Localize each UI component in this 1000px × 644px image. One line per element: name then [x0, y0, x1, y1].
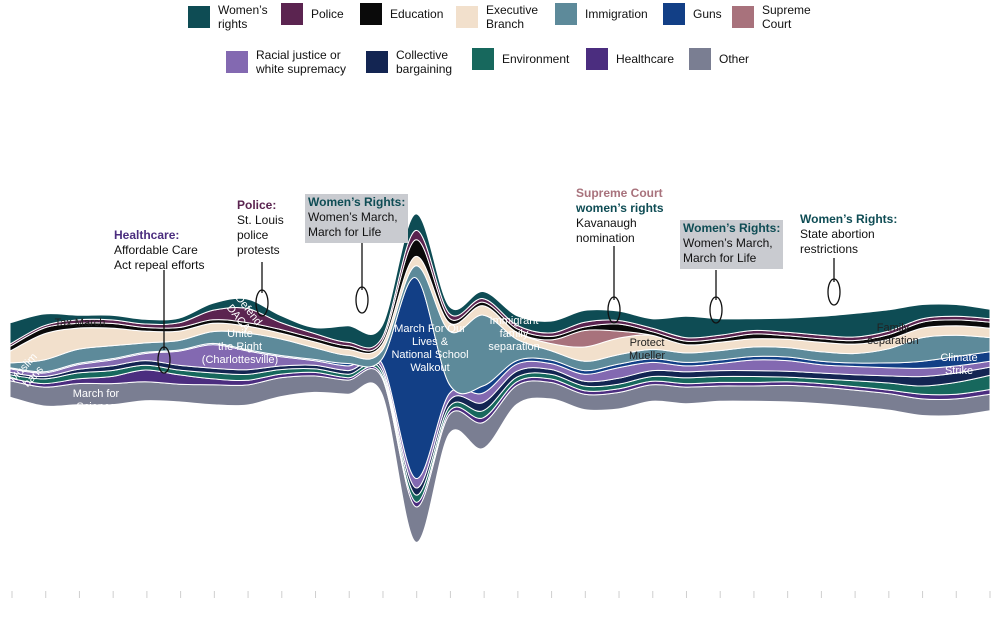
legend: Women’s rights Police Education Executive B…: [0, 0, 1000, 90]
stream-label-protect-mueller: Protect Mueller: [629, 337, 665, 362]
x-axis-ticks: [11, 591, 991, 598]
legend-label: Supreme Court: [762, 3, 811, 31]
legend-item: Immigration: [555, 3, 648, 25]
legend-label: Collective bargaining: [396, 48, 453, 76]
legend-item: Other: [689, 48, 749, 70]
legend-item: Healthcare: [586, 48, 674, 70]
legend-label: Education: [390, 7, 444, 21]
stream-label-womens-march: Women’s March: [12, 291, 58, 316]
stream-label-unite-right: Unite the Right (Charlottesville): [202, 328, 278, 366]
annotation-womens-rights-1-title: Women’s Rights:: [308, 195, 406, 209]
annotation-healthcare-body: Affordable Care Act repeal efforts: [114, 243, 205, 272]
annotation-pointer-circle: [157, 346, 171, 374]
annotation-pointer-circle: [355, 286, 369, 314]
legend-item: Police: [281, 3, 344, 25]
legend-label: Immigration: [585, 7, 648, 21]
legend-label: Guns: [693, 7, 722, 21]
legend-swatch: [360, 3, 382, 25]
annotation-supreme-court: Supreme Court women’s rights Kavanaugh n…: [576, 186, 664, 246]
legend-item: Environment: [472, 48, 569, 70]
stream-label-family-sep: Family separation: [867, 322, 918, 347]
legend-label: Healthcare: [616, 52, 675, 66]
annotation-police-body: St. Louis police protests: [237, 213, 284, 257]
annotation-supreme-court-body: Kavanaugh nomination: [576, 216, 637, 245]
legend-swatch: [281, 3, 303, 25]
legend-item: Racial justice or white supremacy: [226, 48, 346, 76]
annotation-pointer-circle: [709, 296, 723, 324]
stream-label-march-lives: March For Our Lives & National School Walko…: [391, 323, 468, 374]
legend-label: Environment: [502, 52, 570, 66]
annotation-police-title: Police:: [237, 198, 277, 212]
annotation-womens-rights-2: Women’s Rights: Women’s March, March for…: [680, 220, 784, 269]
legend-swatch: [472, 48, 494, 70]
legend-item: Education: [360, 3, 443, 25]
legend-swatch: [689, 48, 711, 70]
annotation-womens-rights-2-title: Women’s Rights:: [683, 221, 781, 235]
annotation-supreme-court-title: Supreme Court: [576, 186, 663, 200]
annotation-womens-rights-3-title: Women’s Rights:: [800, 212, 898, 226]
legend-item: Executive Branch: [456, 3, 538, 31]
annotation-healthcare-title: Healthcare:: [114, 228, 180, 242]
annotation-pointer-circle: [255, 289, 269, 317]
legend-item: Women’s rights: [188, 3, 268, 31]
annotation-pointer-circle: [607, 296, 621, 324]
legend-label: Executive Branch: [486, 3, 539, 31]
stream-layers: [9, 213, 991, 543]
legend-label: Women’s rights: [218, 3, 268, 31]
stream-layer-women-s-rights: [9, 213, 991, 349]
legend-label: Other: [719, 52, 750, 66]
legend-swatch: [226, 51, 248, 73]
legend-swatch: [586, 48, 608, 70]
annotation-womens-rights-3-body: State abortion restrictions: [800, 227, 875, 256]
legend-label: Police: [311, 7, 344, 21]
annotation-womens-rights-3: Women’s Rights: State abortion restricti…: [800, 212, 897, 257]
legend-swatch: [456, 6, 478, 28]
legend-swatch: [555, 3, 577, 25]
legend-swatch: [732, 6, 754, 28]
annotation-womens-rights-1: Women’s Rights: Women’s March, March for…: [305, 194, 409, 243]
stream-label-march-science: March for Science: [73, 388, 120, 413]
annotation-womens-rights-2-body: Women’s March, March for Life: [683, 236, 773, 265]
stream-label-climate: Climate Strike: [940, 352, 977, 377]
legend-swatch: [366, 51, 388, 73]
legend-label: Racial justice or white supremacy: [256, 48, 347, 76]
legend-swatch: [663, 3, 685, 25]
annotation-police: Police: St. Louis police protests: [237, 198, 284, 258]
annotation-supreme-court-subtitle: women’s rights: [576, 201, 664, 215]
annotation-womens-rights-1-body: Women’s March, March for Life: [308, 210, 398, 239]
stream-label-immigrant-sep: Immigrant family separation: [488, 315, 539, 353]
legend-swatch: [188, 6, 210, 28]
stream-label-tax-march: Tax March: [55, 317, 106, 329]
legend-item: Supreme Court: [732, 3, 811, 31]
legend-item: Guns: [663, 3, 722, 25]
legend-item: Collective bargaining: [366, 48, 452, 76]
annotation-pointer-circle: [827, 278, 841, 306]
annotation-healthcare: Healthcare: Affordable Care Act repeal e…: [114, 228, 205, 273]
